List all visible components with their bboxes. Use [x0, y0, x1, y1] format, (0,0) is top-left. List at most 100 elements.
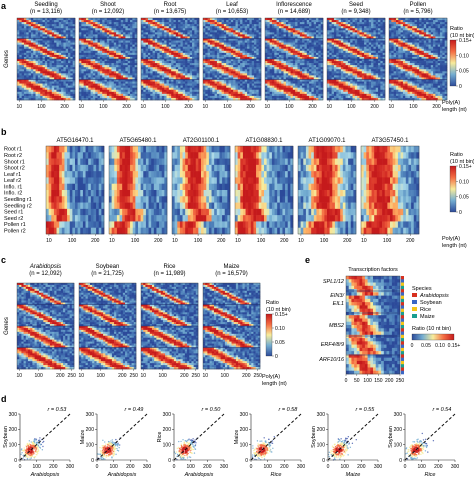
- heat-cell: [31, 32, 34, 34]
- heat-cell: [118, 69, 121, 71]
- heat-cell: [123, 75, 126, 77]
- heat-cell: [180, 65, 183, 67]
- heat-cell: [252, 24, 255, 26]
- heat-cell: [291, 88, 294, 90]
- heat-cell: [256, 28, 259, 30]
- heat-cell: [267, 80, 270, 82]
- heat-cell: [224, 88, 227, 90]
- heat-cell: [307, 39, 310, 41]
- heat-cell: [40, 26, 43, 28]
- heat-cell: [81, 80, 84, 82]
- heat-cell: [43, 45, 46, 47]
- heat-cell: [141, 69, 144, 71]
- heat-cell: [91, 41, 94, 43]
- heat-cell: [123, 73, 126, 75]
- heat-cell: [155, 34, 158, 36]
- heat-cell: [222, 94, 225, 96]
- heat-cell: [59, 63, 62, 65]
- heat-cell: [288, 51, 291, 53]
- heat-cell: [233, 20, 236, 22]
- heat-cell: [291, 43, 294, 45]
- heat-cell: [284, 88, 287, 90]
- heat-cell: [155, 41, 158, 43]
- heat-cell: [247, 75, 250, 77]
- heat-cell: [194, 90, 197, 92]
- heat-cell: [49, 90, 52, 92]
- heat-cell: [100, 34, 103, 36]
- heat-cell: [256, 84, 259, 86]
- heat-cell: [192, 65, 195, 67]
- heat-cell: [245, 55, 248, 57]
- heat-cell: [38, 49, 41, 51]
- heat-cell: [173, 32, 176, 34]
- heat-cell: [187, 34, 190, 36]
- heat-cell: [180, 18, 183, 20]
- heat-cell: [192, 28, 195, 30]
- heat-cell: [116, 61, 119, 63]
- heat-cell: [210, 75, 213, 77]
- heat-cell: [316, 67, 319, 69]
- heat-cell: [116, 45, 119, 47]
- heat-cell: [148, 18, 151, 20]
- heat-cell: [162, 22, 165, 24]
- heat-cell: [167, 96, 170, 98]
- heat-cell: [229, 59, 232, 61]
- heat-cell: [100, 84, 103, 86]
- heat-cell: [192, 49, 195, 51]
- heat-cell: [95, 86, 98, 88]
- heat-cell: [98, 34, 101, 36]
- heat-cell: [84, 55, 87, 57]
- heat-cell: [130, 94, 133, 96]
- heat-cell: [245, 71, 248, 73]
- heat-cell: [167, 41, 170, 43]
- heat-cell: [66, 41, 69, 43]
- heat-cell: [318, 43, 321, 45]
- heat-cell: [309, 30, 312, 32]
- heat-cell: [141, 41, 144, 43]
- heat-cell: [132, 49, 135, 51]
- heat-cell: [173, 86, 176, 88]
- heat-cell: [309, 18, 312, 20]
- heat-cell: [219, 45, 222, 47]
- heat-cell: [52, 71, 55, 73]
- heat-cell: [130, 82, 133, 84]
- heat-cell: [153, 34, 156, 36]
- heat-cell: [215, 73, 218, 75]
- heat-cell: [279, 26, 282, 28]
- heat-cell: [302, 94, 305, 96]
- heat-cell: [91, 88, 94, 90]
- heat-cell: [173, 28, 176, 30]
- heat-cell: [205, 96, 208, 98]
- heat-cell: [17, 53, 20, 55]
- heat-cell: [229, 86, 232, 88]
- heat-cell: [277, 22, 280, 24]
- heat-cell: [141, 39, 144, 41]
- heat-cell: [203, 47, 206, 49]
- heat-cell: [81, 20, 84, 22]
- heat-cell: [284, 49, 287, 51]
- heat-cell: [249, 49, 252, 51]
- heat-cell: [54, 34, 57, 36]
- heat-cell: [123, 30, 126, 32]
- heat-cell: [121, 18, 124, 20]
- heat-cell: [132, 59, 135, 61]
- heat-cell: [208, 18, 211, 20]
- heat-cell: [247, 88, 250, 90]
- heat-cell: [300, 67, 303, 69]
- heat-cell: [36, 86, 39, 88]
- heat-cell: [84, 20, 87, 22]
- heat-cell: [272, 18, 275, 20]
- heat-cell: [231, 30, 234, 32]
- heat-cell: [288, 22, 291, 24]
- heat-cell: [304, 59, 307, 61]
- heat-cell: [169, 96, 172, 98]
- heat-cell: [171, 55, 174, 57]
- heat-cell: [279, 88, 282, 90]
- heat-cell: [277, 18, 280, 20]
- heat-cell: [59, 73, 62, 75]
- heat-cell: [229, 32, 232, 34]
- heat-cell: [66, 20, 69, 22]
- heat-cell: [288, 90, 291, 92]
- heat-cell: [33, 61, 36, 63]
- heat-cell: [235, 80, 238, 82]
